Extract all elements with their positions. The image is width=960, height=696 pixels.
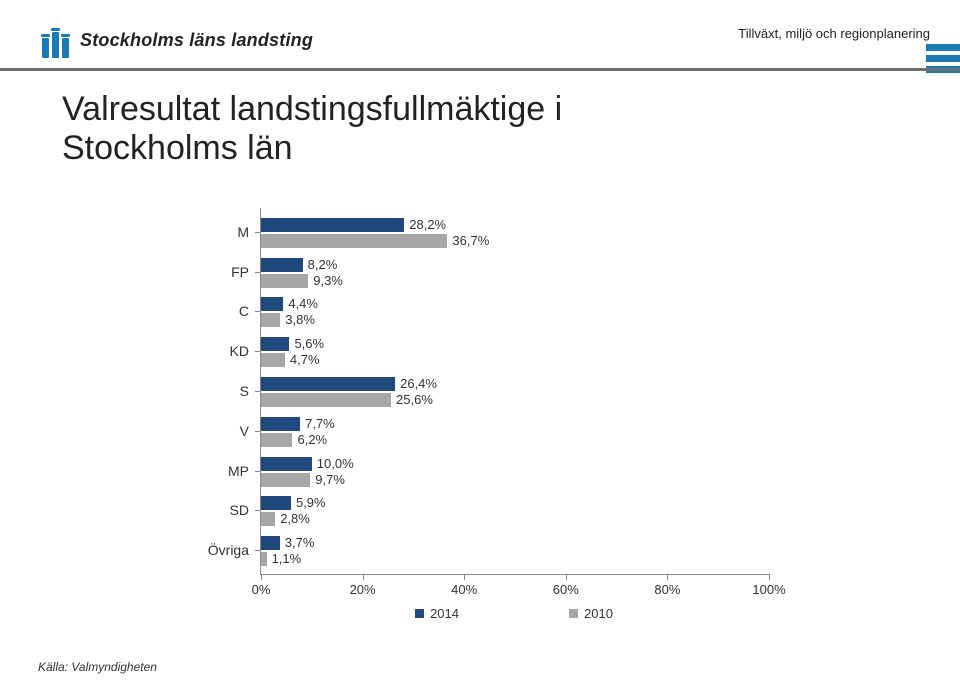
- chart-row: 4,4%3,8%: [261, 292, 769, 332]
- plot-area: 28,2%36,7%8,2%9,3%4,4%3,8%5,6%4,7%26,4%2…: [260, 208, 769, 575]
- bar-2014: [261, 337, 289, 351]
- y-tick: [255, 550, 261, 551]
- value-label-2010: 3,8%: [285, 312, 315, 327]
- chart-row: 5,6%4,7%: [261, 331, 769, 371]
- bar-2010: [261, 552, 267, 566]
- bar-2010: [261, 473, 310, 487]
- y-axis-label: MP: [228, 463, 249, 479]
- value-label-2014: 5,6%: [294, 336, 324, 351]
- y-tick: [255, 272, 261, 273]
- y-tick: [255, 510, 261, 511]
- election-chart: 28,2%36,7%8,2%9,3%4,4%3,8%5,6%4,7%26,4%2…: [196, 208, 786, 614]
- bar-2010: [261, 512, 275, 526]
- bar-2010: [261, 313, 280, 327]
- chart-row: 8,2%9,3%: [261, 252, 769, 292]
- chart-row: 7,7%6,2%: [261, 411, 769, 451]
- x-axis-label: 100%: [752, 582, 785, 597]
- y-axis-label: FP: [231, 264, 249, 280]
- legend-label-2014: 2014: [430, 606, 459, 621]
- x-tick: [566, 574, 567, 580]
- y-tick: [255, 471, 261, 472]
- x-tick: [769, 574, 770, 580]
- y-tick: [255, 431, 261, 432]
- legend-item-2010: 2010: [569, 606, 613, 621]
- org-name: Stockholms läns landsting: [80, 30, 313, 51]
- legend-item-2014: 2014: [415, 606, 459, 621]
- value-label-2014: 26,4%: [400, 376, 437, 391]
- legend: 2014 2010: [260, 606, 768, 621]
- source-text: Källa: Valmyndigheten: [38, 660, 157, 674]
- value-label-2010: 4,7%: [290, 352, 320, 367]
- bar-2010: [261, 274, 308, 288]
- bar-2010: [261, 353, 285, 367]
- header: Stockholms läns landsting Tillväxt, milj…: [0, 22, 960, 62]
- title-line-1: Valresultat landstingsfullmäktige i: [62, 90, 562, 128]
- chart-row: 28,2% 36,7%: [261, 212, 769, 252]
- y-tick: [255, 391, 261, 392]
- legend-swatch-2010: [569, 609, 578, 618]
- bar-2014: [261, 218, 404, 232]
- value-label-2014: 4,4%: [288, 296, 318, 311]
- bar-2014: [261, 417, 300, 431]
- value-label-2014: 5,9%: [296, 495, 326, 510]
- value-label-2014: 28,2%: [409, 217, 446, 232]
- value-label-2010: 9,7%: [315, 472, 345, 487]
- value-label-2010: 36,7%: [452, 233, 489, 248]
- value-label-2010: 9,3%: [313, 273, 343, 288]
- x-tick: [464, 574, 465, 580]
- bar-2014: [261, 297, 283, 311]
- bar-2010: [261, 433, 292, 447]
- value-label-2010: 25,6%: [396, 392, 433, 407]
- chart-row: 26,4%25,6%: [261, 371, 769, 411]
- chart-row: 3,7%1,1%: [261, 530, 769, 570]
- bar-2014: [261, 536, 280, 550]
- x-tick: [261, 574, 262, 580]
- bar-2014: [261, 496, 291, 510]
- y-axis-label: V: [240, 423, 249, 439]
- y-tick: [255, 232, 261, 233]
- legend-label-2010: 2010: [584, 606, 613, 621]
- y-axis-label: SD: [230, 502, 249, 518]
- header-rule: [0, 68, 960, 71]
- x-tick: [667, 574, 668, 580]
- y-axis-label: KD: [230, 343, 249, 359]
- x-axis-label: 60%: [553, 582, 579, 597]
- y-tick: [255, 351, 261, 352]
- y-axis-label: M: [237, 224, 249, 240]
- x-axis-label: 20%: [350, 582, 376, 597]
- title-line-2: Stockholms län: [62, 129, 293, 167]
- bar-2014: [261, 377, 395, 391]
- header-subtitle: Tillväxt, miljö och regionplanering: [738, 26, 930, 41]
- y-axis-label: C: [239, 303, 249, 319]
- logo-icon: [38, 24, 74, 58]
- bar-2010: [261, 393, 391, 407]
- x-axis-label: 80%: [654, 582, 680, 597]
- y-axis-label: S: [240, 383, 249, 399]
- x-axis-label: 0%: [252, 582, 271, 597]
- value-label-2014: 7,7%: [305, 416, 335, 431]
- value-label-2010: 2,8%: [280, 511, 310, 526]
- value-label-2014: 10,0%: [317, 456, 354, 471]
- bar-2014: [261, 457, 312, 471]
- page-title: Valresultat landstingsfullmäktige i Stoc…: [62, 90, 562, 168]
- value-label-2010: 6,2%: [297, 432, 327, 447]
- bar-2014: [261, 258, 303, 272]
- y-tick: [255, 311, 261, 312]
- value-label-2010: 1,1%: [272, 551, 302, 566]
- y-axis-label: Övriga: [208, 542, 249, 558]
- bar-2010: [261, 234, 447, 248]
- chart-row: 5,9%2,8%: [261, 490, 769, 530]
- value-label-2014: 8,2%: [308, 257, 338, 272]
- x-tick: [363, 574, 364, 580]
- chart-row: 10,0%9,7%: [261, 451, 769, 491]
- legend-swatch-2014: [415, 609, 424, 618]
- value-label-2014: 3,7%: [285, 535, 315, 550]
- x-axis-label: 40%: [451, 582, 477, 597]
